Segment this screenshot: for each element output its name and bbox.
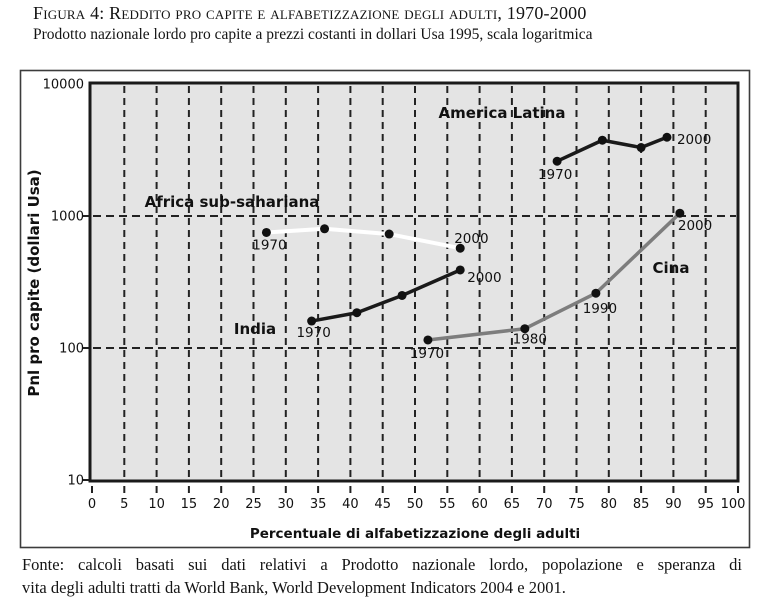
tick-label-x-65: 65: [504, 497, 521, 512]
tick-label-x-100: 100: [721, 497, 746, 512]
y-axis-title: Pnl pro capite (dollari Usa): [25, 169, 43, 396]
year-label-america-latina-1970: 1970: [538, 167, 572, 183]
year-label-india-1970: 1970: [296, 325, 330, 341]
data-point-africa-2000: [455, 243, 465, 253]
source-note: Fonte: calcoli basati sui dati relativi …: [22, 553, 742, 599]
tick-label-x-25: 25: [245, 497, 262, 512]
source-note-line-1: Fonte: calcoli basati sui dati relativi …: [22, 555, 742, 574]
tick-label-x-80: 80: [601, 497, 618, 512]
tick-label-x-5: 5: [120, 497, 128, 512]
data-point-america-latina-1980: [597, 135, 607, 145]
tick-label-x-50: 50: [407, 497, 424, 512]
series-line-america-latina: [555, 135, 669, 163]
year-label-america-latina-2000: 2000: [677, 132, 711, 148]
data-point-america-latina-1970: [552, 156, 562, 166]
source-note-line-2: vita degli adulti tratti da World Bank, …: [22, 578, 566, 597]
data-point-america-latina-1990: [636, 143, 646, 153]
data-point-india-1990: [397, 290, 407, 300]
year-label-cina-2000: 2000: [678, 218, 712, 234]
series-line-cina: [426, 211, 682, 342]
year-label-india-2000: 2000: [467, 270, 501, 286]
tick-label-y-1000: 1000: [51, 210, 84, 225]
chart-outer-frame: [19, 69, 751, 549]
series-label-cina: Cina: [653, 259, 690, 277]
series-label-africa: Africa sub-sahariana: [145, 193, 320, 211]
data-point-africa-1980: [320, 224, 330, 234]
data-point-cina-1970: [423, 335, 433, 345]
data-point-india-2000: [455, 265, 465, 275]
tick-label-x-30: 30: [278, 497, 295, 512]
data-point-india-1970: [307, 316, 317, 326]
data-point-cina-1980: [520, 324, 530, 334]
tick-label-x-55: 55: [439, 497, 456, 512]
year-label-cina-1980: 1980: [513, 332, 547, 348]
tick-label-x-70: 70: [536, 497, 553, 512]
figure-title: Figura 4: Reddito pro capite e alfabetiz…: [33, 3, 587, 23]
tick-label-y-10: 10: [67, 474, 84, 489]
data-point-africa-1970: [261, 227, 271, 237]
tick-label-x-85: 85: [633, 497, 650, 512]
figure-subtitle: Prodotto nazionale lordo pro capite a pr…: [33, 26, 593, 43]
tick-label-x-15: 15: [181, 497, 198, 512]
series-label-india: India: [234, 320, 276, 338]
tick-label-x-45: 45: [374, 497, 391, 512]
tick-label-y-100: 100: [59, 342, 84, 357]
tick-label-x-10: 10: [148, 497, 165, 512]
x-axis-title: Percentuale di alfabetizzazione degli ad…: [250, 526, 580, 542]
series-line-india: [309, 268, 462, 323]
plot-border: [88, 81, 740, 483]
series-line-africa: [264, 226, 463, 251]
tick-label-y-10000: 10000: [43, 78, 84, 93]
year-label-cina-1970: 1970: [410, 346, 444, 362]
data-point-india-1980: [352, 308, 362, 318]
tick-label-x-0: 0: [88, 497, 96, 512]
tick-label-x-20: 20: [213, 497, 230, 512]
data-point-cina-2000: [675, 208, 685, 218]
series-label-america-latina: America Latina: [439, 104, 566, 122]
tick-label-x-90: 90: [665, 497, 682, 512]
data-point-africa-1990: [384, 229, 394, 239]
data-point-america-latina-2000: [662, 132, 672, 142]
tick-label-x-40: 40: [342, 497, 359, 512]
tick-label-x-60: 60: [471, 497, 488, 512]
tick-label-x-35: 35: [310, 497, 327, 512]
data-point-cina-1990: [591, 288, 601, 298]
year-label-africa-2000: 2000: [454, 231, 488, 247]
tick-label-x-95: 95: [697, 497, 714, 512]
tick-label-x-75: 75: [568, 497, 585, 512]
year-label-africa-1970: 1970: [252, 237, 286, 253]
year-label-cina-1990: 1990: [583, 301, 617, 317]
